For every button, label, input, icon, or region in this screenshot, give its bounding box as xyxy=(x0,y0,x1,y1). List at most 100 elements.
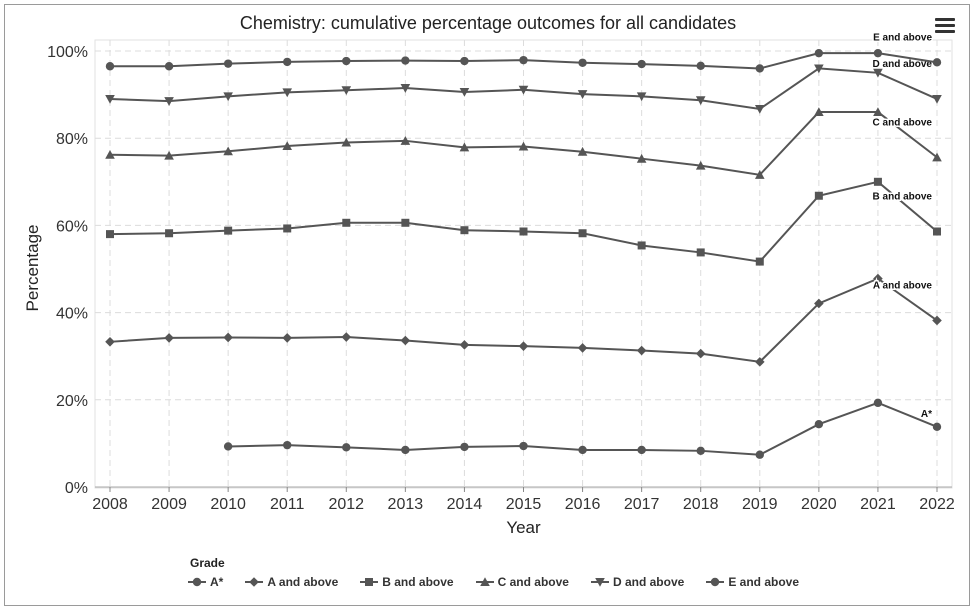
series-end-label: A and above xyxy=(873,280,933,291)
data-point xyxy=(518,85,529,95)
data-point xyxy=(814,64,824,74)
x-tick-label: 2013 xyxy=(388,496,424,513)
data-point xyxy=(282,141,293,151)
legend-title: Grade xyxy=(190,556,225,570)
series-b-and-above: B and above xyxy=(106,177,941,266)
data-point xyxy=(932,315,942,326)
data-point xyxy=(460,56,469,66)
series-a-and-above: A and above xyxy=(105,273,942,367)
x-tick-label: 2010 xyxy=(210,496,246,513)
legend-symbol-icon xyxy=(590,578,609,587)
data-point xyxy=(401,218,410,227)
data-point xyxy=(755,64,764,73)
data-point xyxy=(932,152,942,162)
legend: A* A and above B and above C and above D and… xyxy=(188,573,821,591)
data-point xyxy=(519,227,528,236)
y-tick-label: 60% xyxy=(56,218,88,235)
x-tick-label: 2020 xyxy=(801,496,837,513)
series-end-label: A* xyxy=(921,409,932,420)
legend-item[interactable]: D and above xyxy=(590,575,684,589)
y-tick-label: 20% xyxy=(56,393,88,410)
data-point xyxy=(637,59,646,69)
data-point xyxy=(401,445,410,455)
data-point xyxy=(105,62,115,71)
data-point xyxy=(342,56,351,66)
x-tick-label: 2022 xyxy=(919,496,955,513)
legend-item[interactable]: A and above xyxy=(245,575,338,589)
data-point xyxy=(223,332,233,343)
data-point xyxy=(223,92,233,102)
legend-symbol-icon xyxy=(245,577,264,587)
data-point xyxy=(401,56,410,65)
data-point xyxy=(696,61,705,71)
data-point xyxy=(873,68,883,78)
data-point xyxy=(814,191,823,200)
data-point xyxy=(696,446,705,456)
legend-item[interactable]: C and above xyxy=(475,575,569,589)
data-point xyxy=(695,160,706,170)
legend-symbol-icon xyxy=(475,577,494,586)
data-point xyxy=(873,107,883,117)
legend-symbol-icon xyxy=(360,578,379,586)
x-tick-label: 2012 xyxy=(328,496,364,513)
series-e-and-above: E and above xyxy=(105,31,942,73)
chart-title: Chemistry: cumulative percentage outcome… xyxy=(239,13,737,33)
data-point xyxy=(754,357,765,367)
x-tick-label: 2018 xyxy=(683,496,719,513)
data-point xyxy=(578,58,587,67)
data-point xyxy=(341,86,352,96)
y-tick-label: 100% xyxy=(47,44,88,61)
data-point xyxy=(223,442,233,451)
data-point xyxy=(459,87,470,97)
data-point xyxy=(695,348,706,359)
data-point xyxy=(283,57,292,67)
data-point xyxy=(873,48,883,58)
y-axis-title: Percentage xyxy=(23,225,42,312)
data-point xyxy=(106,230,114,239)
data-point xyxy=(637,241,646,250)
data-point xyxy=(932,422,942,432)
data-point xyxy=(932,58,942,67)
series-end-label: B and above xyxy=(873,192,933,203)
data-point xyxy=(459,142,470,152)
series-end-label: D and above xyxy=(873,59,933,70)
data-point xyxy=(577,343,588,353)
data-point xyxy=(400,84,411,93)
legend-marker xyxy=(711,577,720,587)
data-point xyxy=(105,337,115,347)
hamburger-menu-icon[interactable] xyxy=(935,18,955,36)
data-point xyxy=(636,92,647,102)
legend-item[interactable]: A* xyxy=(188,575,223,589)
data-point xyxy=(518,141,529,151)
y-tick-label: 40% xyxy=(56,306,88,323)
x-axis-title: Year xyxy=(506,518,541,537)
data-point xyxy=(341,137,352,147)
legend-item[interactable]: E and above xyxy=(706,575,799,589)
data-point xyxy=(636,345,647,356)
legend-label: B and above xyxy=(382,575,454,589)
legend-marker xyxy=(249,577,260,587)
data-point xyxy=(932,94,942,104)
x-tick-label: 2011 xyxy=(270,496,305,513)
data-point xyxy=(814,420,824,429)
legend-item[interactable]: B and above xyxy=(360,575,454,589)
data-point xyxy=(460,226,469,235)
data-point xyxy=(578,445,587,455)
legend-marker xyxy=(595,578,605,587)
data-point xyxy=(164,150,174,160)
x-tick-label: 2021 xyxy=(860,496,896,513)
data-point xyxy=(105,94,115,104)
x-tick-label: 2015 xyxy=(506,496,542,513)
data-point xyxy=(164,97,174,106)
data-point xyxy=(933,227,941,236)
data-point xyxy=(695,96,706,106)
data-point xyxy=(873,398,883,408)
data-point xyxy=(283,224,292,233)
data-point xyxy=(282,88,293,98)
data-point xyxy=(342,443,351,452)
legend-label: E and above xyxy=(728,575,800,589)
data-point xyxy=(164,333,174,343)
data-point xyxy=(459,340,470,350)
x-tick-label: 2008 xyxy=(92,496,128,513)
